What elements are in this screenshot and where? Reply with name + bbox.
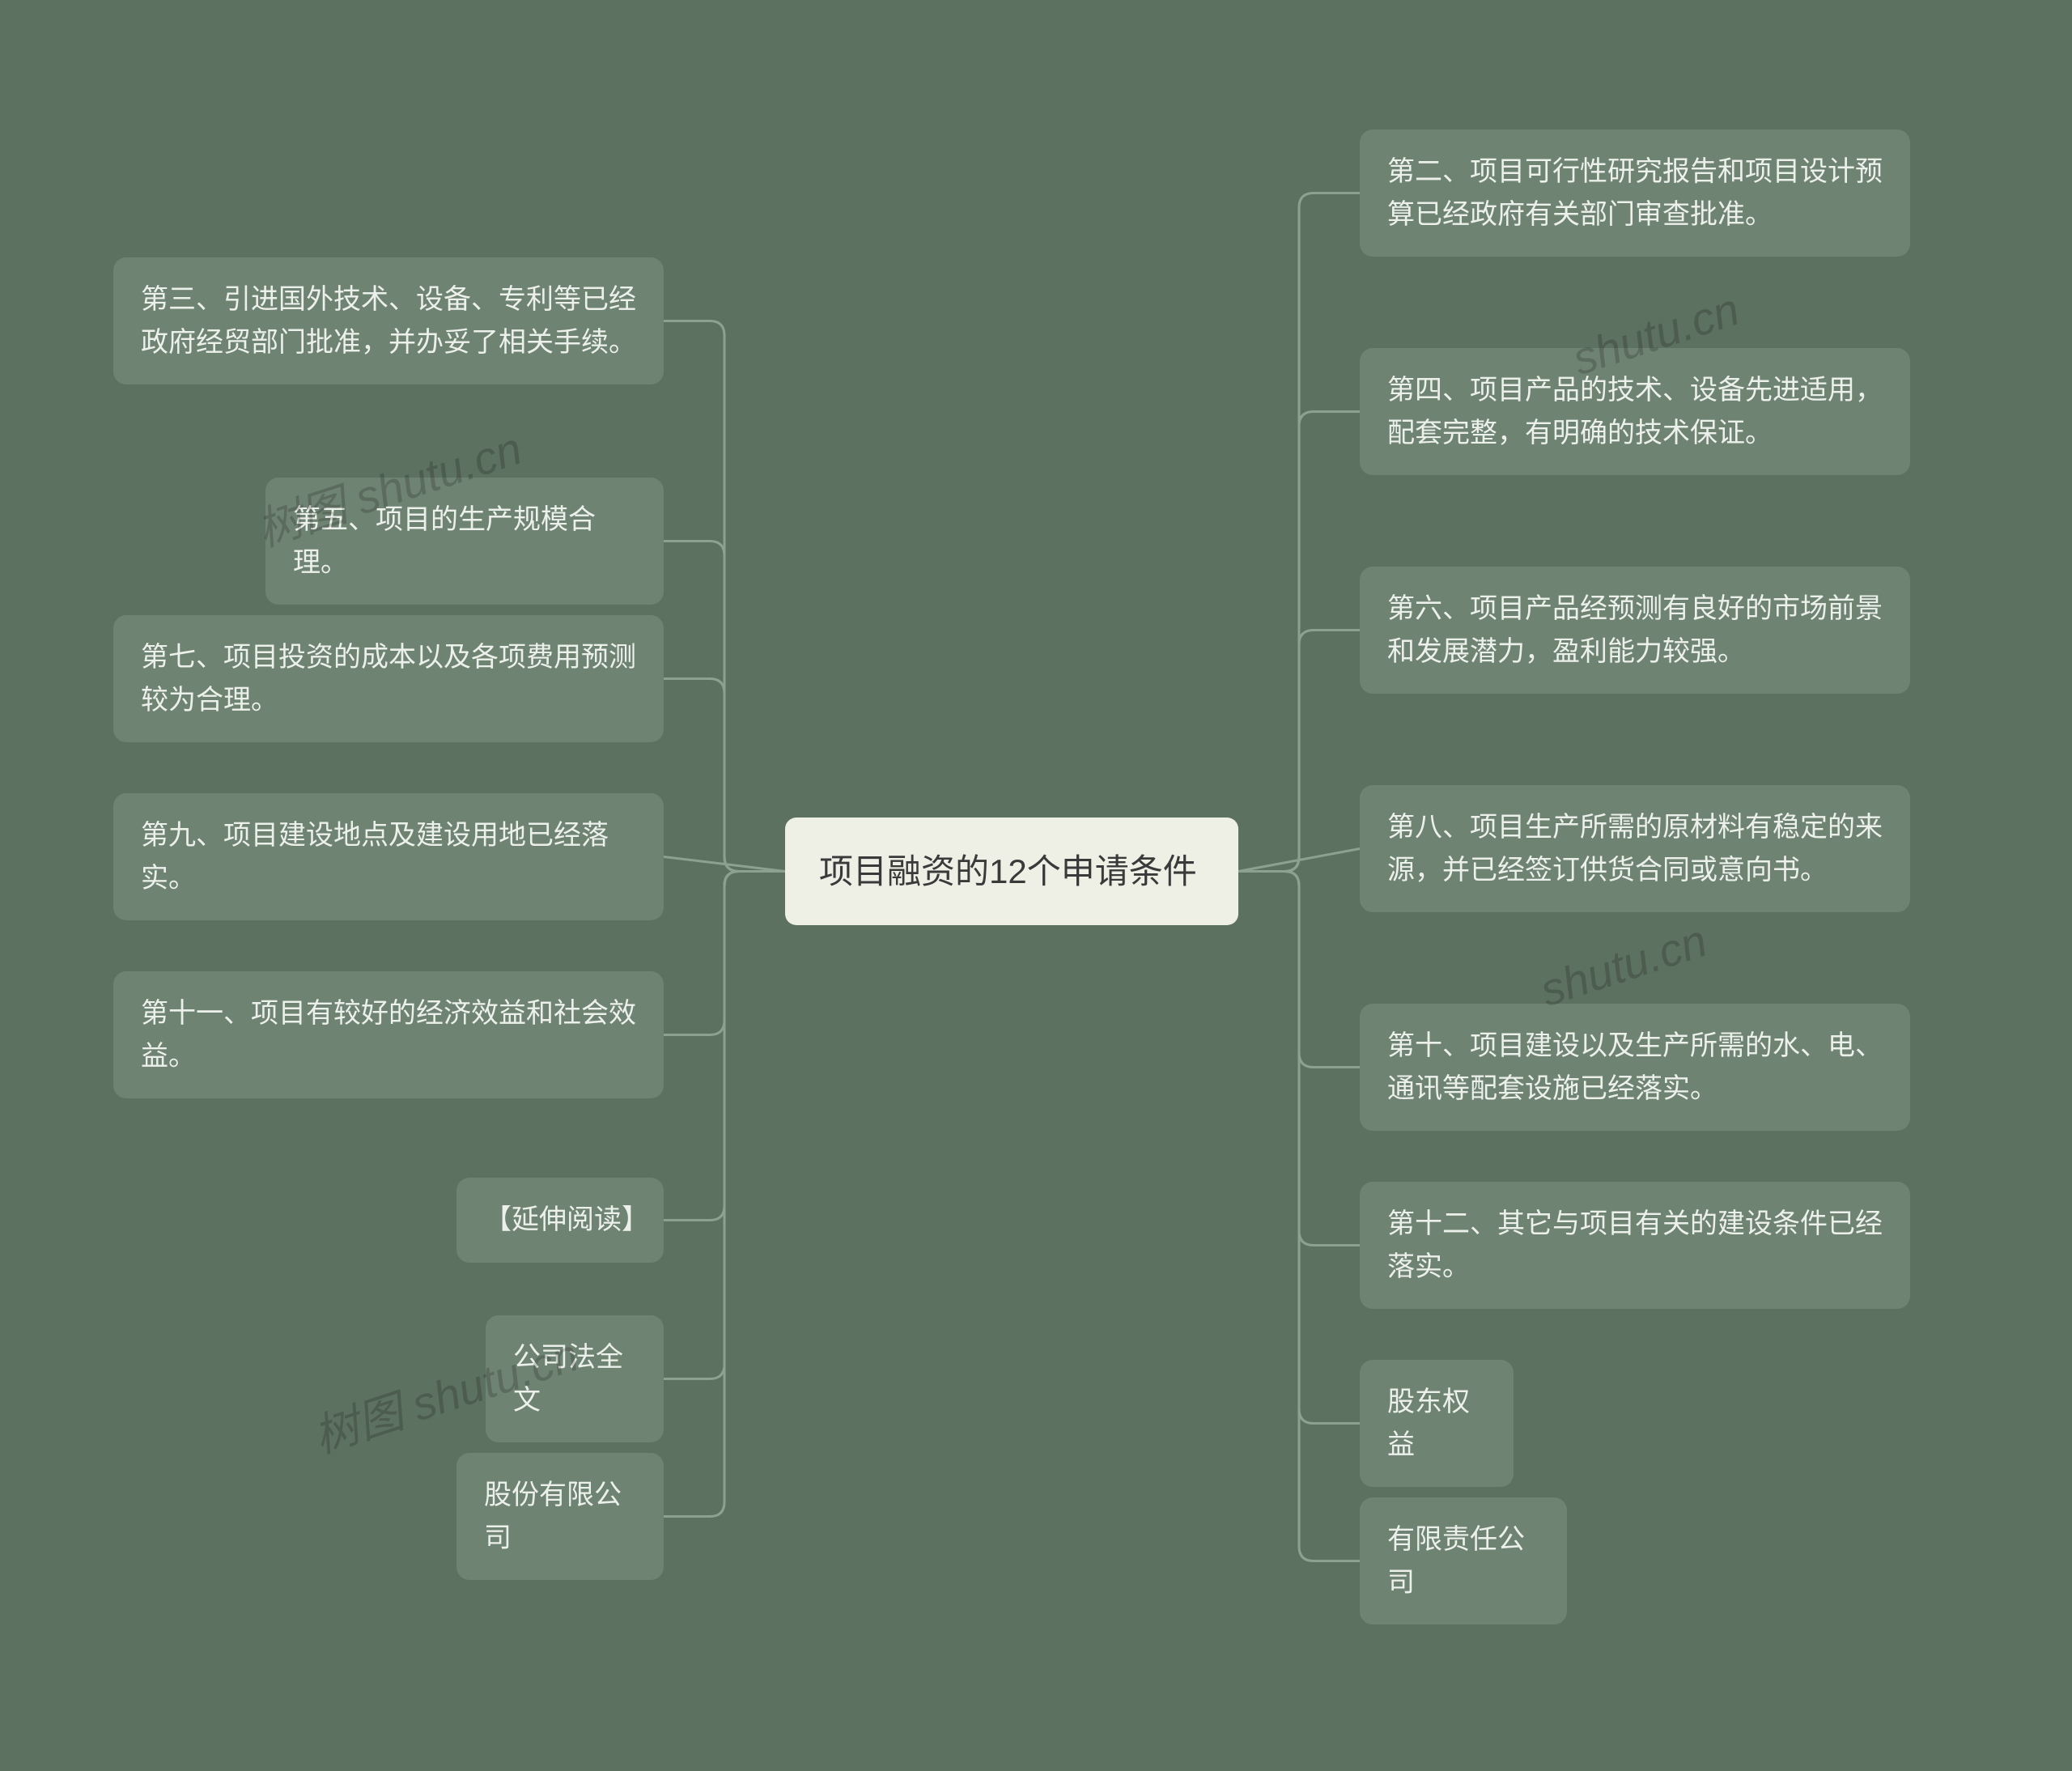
node-label-r12: 第十二、其它与项目有关的建设条件已经落实。 bbox=[1387, 1208, 1883, 1282]
connector-r10 bbox=[1238, 872, 1360, 1068]
node-label-l9: 第九、项目建设地点及建设用地已经落实。 bbox=[141, 820, 609, 894]
node-r10: 第十、项目建设以及生产所需的水、电、通讯等配套设施已经落实。 bbox=[1360, 1004, 1910, 1131]
center-label: 项目融资的12个申请条件 bbox=[819, 852, 1197, 890]
connector-r12 bbox=[1238, 872, 1360, 1246]
node-r6: 第六、项目产品经预测有良好的市场前景和发展潜力，盈利能力较强。 bbox=[1360, 567, 1910, 694]
node-label-r8: 第八、项目生产所需的原材料有稳定的来源，并已经签订供货合同或意向书。 bbox=[1387, 812, 1883, 886]
node-label-rl: 有限责任公司 bbox=[1387, 1524, 1525, 1598]
center-node: 项目融资的12个申请条件 bbox=[785, 818, 1238, 925]
connector-rl bbox=[1238, 872, 1360, 1561]
node-l11: 第十一、项目有较好的经济效益和社会效益。 bbox=[113, 971, 664, 1098]
node-l5: 第五、项目的生产规模合理。 bbox=[265, 478, 664, 605]
connector-l7 bbox=[664, 679, 785, 872]
node-r8: 第八、项目生产所需的原材料有稳定的来源，并已经签订供货合同或意向书。 bbox=[1360, 785, 1910, 912]
connector-r4 bbox=[1238, 412, 1360, 872]
node-label-r4: 第四、项目产品的技术、设备先进适用，配套完整，有明确的技术保证。 bbox=[1387, 375, 1883, 448]
connector-r8 bbox=[1238, 849, 1360, 872]
node-label-l3: 第三、引进国外技术、设备、专利等已经政府经贸部门批准，并办妥了相关手续。 bbox=[141, 284, 636, 358]
node-l9: 第九、项目建设地点及建设用地已经落实。 bbox=[113, 793, 664, 920]
connector-r6 bbox=[1238, 631, 1360, 872]
mindmap-stage: 项目融资的12个申请条件 第三、引进国外技术、设备、专利等已经政府经贸部门批准，并… bbox=[0, 0, 2072, 1771]
node-label-r2: 第二、项目可行性研究报告和项目设计预算已经政府有关部门审查批准。 bbox=[1387, 156, 1883, 230]
node-r4: 第四、项目产品的技术、设备先进适用，配套完整，有明确的技术保证。 bbox=[1360, 348, 1910, 475]
node-label-l7: 第七、项目投资的成本以及各项费用预测较为合理。 bbox=[141, 642, 636, 716]
connector-l9 bbox=[664, 857, 785, 872]
node-rs: 股东权益 bbox=[1360, 1360, 1514, 1487]
connector-ls bbox=[664, 872, 785, 1517]
connector-lc bbox=[664, 872, 785, 1379]
node-ls: 股份有限公司 bbox=[456, 1453, 664, 1580]
connector-l5 bbox=[664, 541, 785, 872]
node-lc: 公司法全文 bbox=[486, 1315, 664, 1442]
node-label-r10: 第十、项目建设以及生产所需的水、电、通讯等配套设施已经落实。 bbox=[1387, 1030, 1883, 1104]
node-l3: 第三、引进国外技术、设备、专利等已经政府经贸部门批准，并办妥了相关手续。 bbox=[113, 257, 664, 384]
node-label-rs: 股东权益 bbox=[1387, 1387, 1470, 1460]
node-r2: 第二、项目可行性研究报告和项目设计预算已经政府有关部门审查批准。 bbox=[1360, 130, 1910, 257]
node-label-lc: 公司法全文 bbox=[513, 1342, 623, 1416]
node-l7: 第七、项目投资的成本以及各项费用预测较为合理。 bbox=[113, 615, 664, 742]
node-label-l11: 第十一、项目有较好的经济效益和社会效益。 bbox=[141, 998, 636, 1072]
node-label-lr: 【延伸阅读】 bbox=[484, 1204, 649, 1235]
node-rl: 有限责任公司 bbox=[1360, 1497, 1567, 1624]
connector-l11 bbox=[664, 872, 785, 1035]
node-label-l5: 第五、项目的生产规模合理。 bbox=[293, 504, 596, 578]
node-lr: 【延伸阅读】 bbox=[456, 1178, 664, 1263]
connector-l3 bbox=[664, 321, 785, 872]
node-label-ls: 股份有限公司 bbox=[484, 1480, 622, 1553]
node-label-r6: 第六、项目产品经预测有良好的市场前景和发展潜力，盈利能力较强。 bbox=[1387, 593, 1883, 667]
connector-lr bbox=[664, 872, 785, 1221]
connector-rs bbox=[1238, 872, 1360, 1424]
node-r12: 第十二、其它与项目有关的建设条件已经落实。 bbox=[1360, 1182, 1910, 1309]
connector-r2 bbox=[1238, 193, 1360, 872]
watermark-2: shutu.cn bbox=[1534, 914, 1713, 1017]
